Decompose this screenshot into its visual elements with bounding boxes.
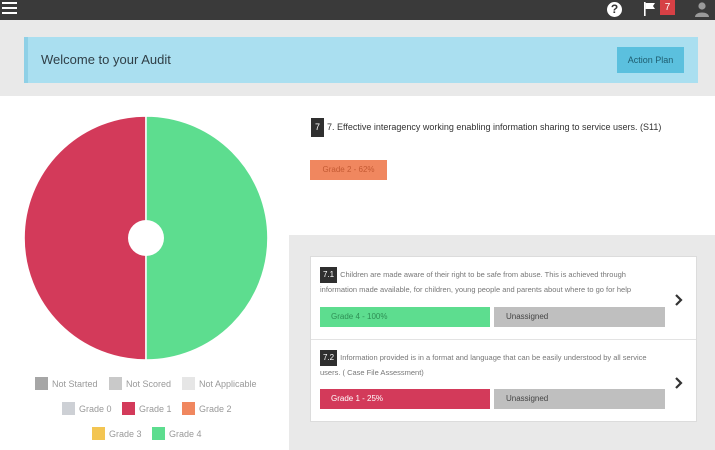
chevron-right-icon[interactable] [673, 294, 685, 306]
legend-item-grade-0[interactable]: Grade 0 [62, 402, 112, 415]
subquestion-grade-badge[interactable]: Grade 4 - 100% [320, 307, 490, 327]
pie-slice-grade-1[interactable] [23, 115, 147, 361]
legend-swatch [92, 427, 105, 440]
legend-item-not-applicable[interactable]: Not Applicable [182, 377, 257, 390]
page-title: Welcome to your Audit [41, 52, 171, 67]
legend-item-not-started[interactable]: Not Started [35, 377, 98, 390]
legend-label: Not Scored [126, 378, 172, 389]
subquestion-text: 7.1 Children are made aware of their righ… [320, 267, 665, 297]
assignee-dropdown[interactable]: Unassigned [494, 389, 665, 409]
top-navigation-bar: ? 7 [0, 0, 715, 20]
notification-count-badge[interactable]: 7 [660, 0, 675, 15]
subquestion-text: 7.2 Information provided is in a format a… [320, 350, 665, 380]
legend-item-grade-1[interactable]: Grade 1 [122, 402, 172, 415]
legend-label: Grade 3 [109, 428, 142, 439]
legend-item-grade-4[interactable]: Grade 4 [152, 427, 202, 440]
subquestion-number: 7.2 [320, 350, 338, 366]
legend-swatch [182, 377, 195, 390]
list-item[interactable]: 7.2 Information provided is in a format a… [311, 340, 696, 422]
legend-label: Grade 2 [199, 403, 232, 414]
legend-swatch [122, 402, 135, 415]
action-plan-button[interactable]: Action Plan [617, 47, 684, 73]
legend-swatch [35, 377, 48, 390]
legend-label: Not Started [52, 378, 98, 389]
question-panel: 7 7. Effective interagency working enabli… [289, 96, 715, 235]
menu-icon[interactable] [2, 1, 18, 17]
flag-icon[interactable] [643, 2, 656, 16]
legend-item-grade-2[interactable]: Grade 2 [182, 402, 232, 415]
donut-hole [128, 220, 164, 256]
subquestion-description: Children are made aware of their right t… [320, 270, 632, 294]
assignee-dropdown[interactable]: Unassigned [494, 307, 665, 327]
grade-pie-chart [23, 115, 269, 361]
legend-swatch [182, 402, 195, 415]
subquestion-grade-badge[interactable]: Grade 1 - 25% [320, 389, 490, 409]
legend-swatch [62, 402, 75, 415]
question-grade-button[interactable]: Grade 2 - 62% [310, 160, 387, 180]
question-title: 7 7. Effective interagency working enabli… [311, 118, 701, 137]
subquestion-list: 7.1 Children are made aware of their righ… [310, 256, 697, 422]
legend-label: Grade 4 [169, 428, 202, 439]
question-text: 7. Effective interagency working enablin… [327, 122, 662, 132]
legend-item-not-scored[interactable]: Not Scored [109, 377, 171, 390]
subquestion-description: Information provided is in a format and … [320, 353, 647, 377]
chevron-right-icon[interactable] [673, 377, 685, 389]
legend-item-grade-3[interactable]: Grade 3 [92, 427, 142, 440]
legend-label: Grade 0 [79, 403, 112, 414]
subquestion-number: 7.1 [320, 267, 338, 283]
help-icon[interactable]: ? [607, 2, 622, 17]
pie-slice-grade-4[interactable] [145, 115, 269, 361]
legend-label: Not Applicable [199, 378, 257, 389]
welcome-banner: Welcome to your Audit Action Plan [24, 37, 698, 83]
list-item[interactable]: 7.1 Children are made aware of their righ… [311, 257, 696, 340]
chart-panel: Not Started Not Scored Not Applicable Grade… [0, 96, 289, 450]
legend-swatch [109, 377, 122, 390]
question-number: 7 [311, 118, 325, 137]
user-icon[interactable] [695, 2, 709, 17]
legend-swatch [152, 427, 165, 440]
divider [311, 339, 696, 340]
legend-label: Grade 1 [139, 403, 172, 414]
